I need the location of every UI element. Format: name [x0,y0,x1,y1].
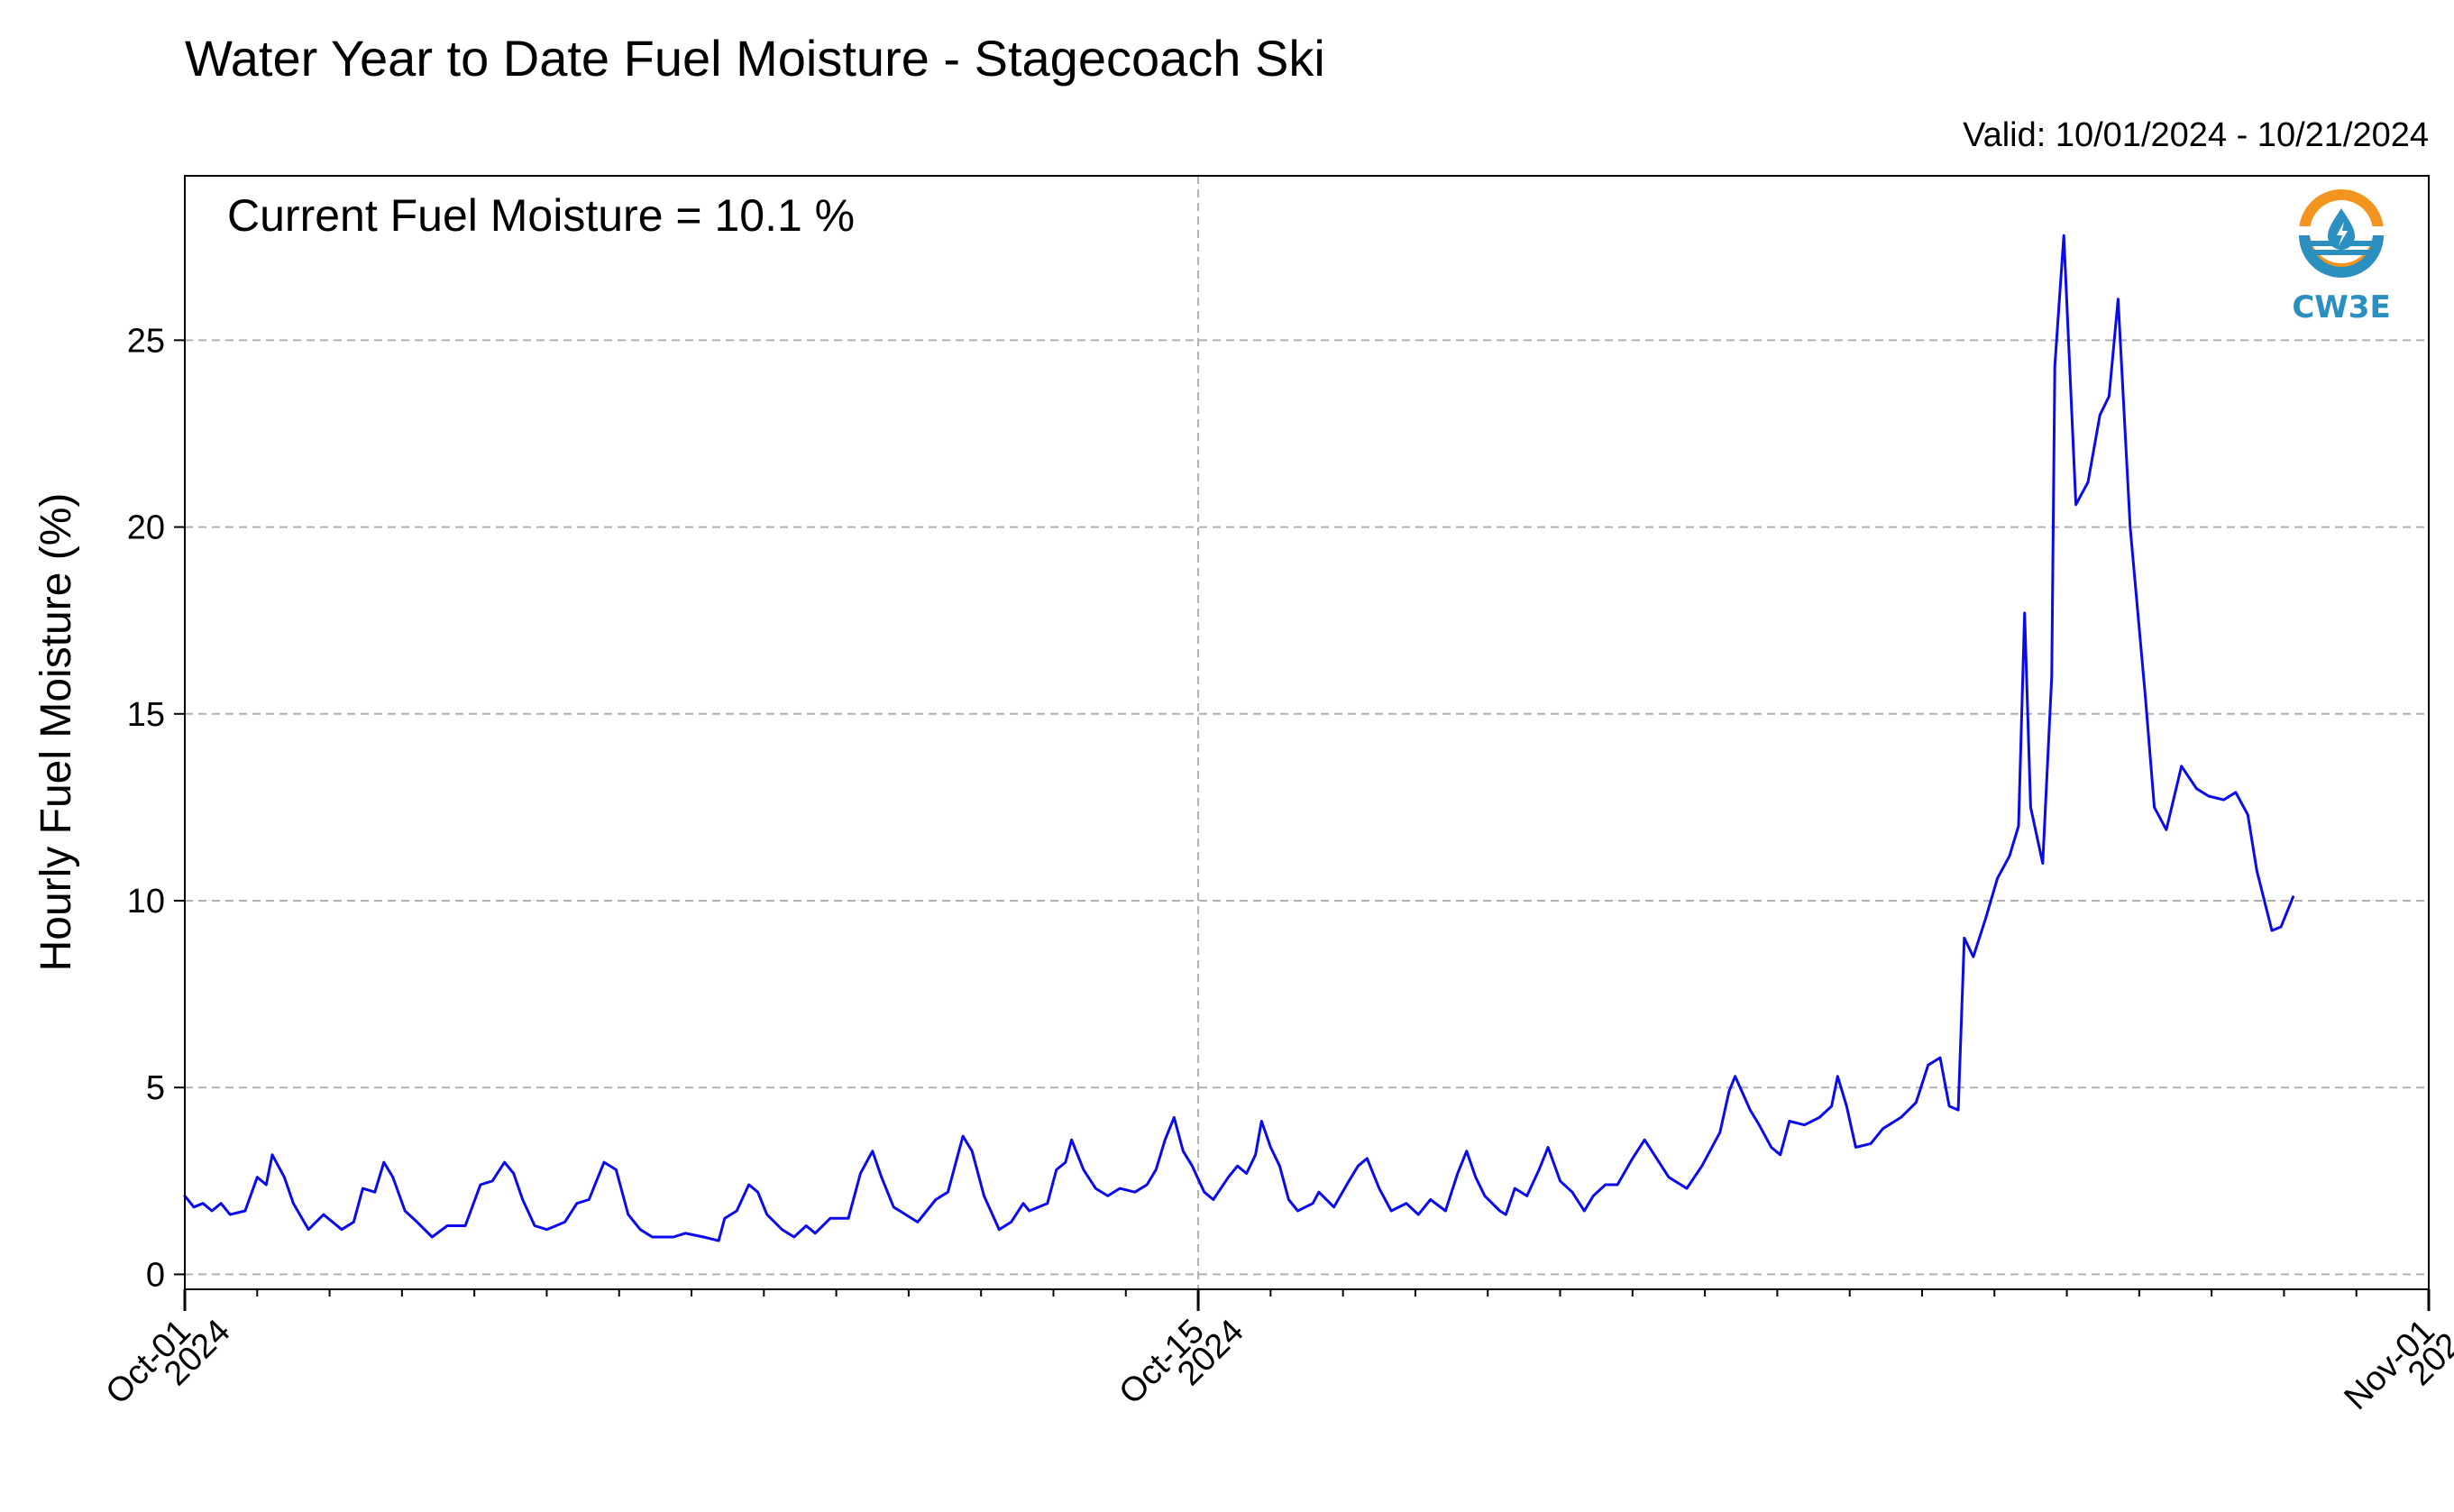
series-layer [183,234,2294,1242]
logo-wave-ring [2299,235,2384,278]
current-fuel-moisture-annotation: Current Fuel Moisture = 10.1 % [227,190,855,241]
y-tick-label: 5 [146,1069,165,1107]
y-tick-label: 20 [127,509,165,547]
gridlines [185,176,2429,1289]
fuel-moisture-line [183,234,2294,1242]
chart-subtitle: Valid: 10/01/2024 - 10/21/2024 [1963,116,2429,154]
y-tick-label: 10 [127,883,165,921]
y-tick-label: 25 [127,322,165,360]
y-tick-label: 15 [127,696,165,734]
chart-title: Water Year to Date Fuel Moisture - Stage… [185,30,1325,87]
logo-wave-band-2 [2307,250,2376,255]
cw3e-logo: CW3E [2292,189,2391,325]
logo-wordmark: CW3E [2292,289,2390,325]
y-tick-label: 0 [146,1256,165,1294]
lightning-icon [2337,222,2348,246]
y-axis-label: Hourly Fuel Moisture (%) [32,493,80,972]
plot-frame [184,175,2430,1290]
